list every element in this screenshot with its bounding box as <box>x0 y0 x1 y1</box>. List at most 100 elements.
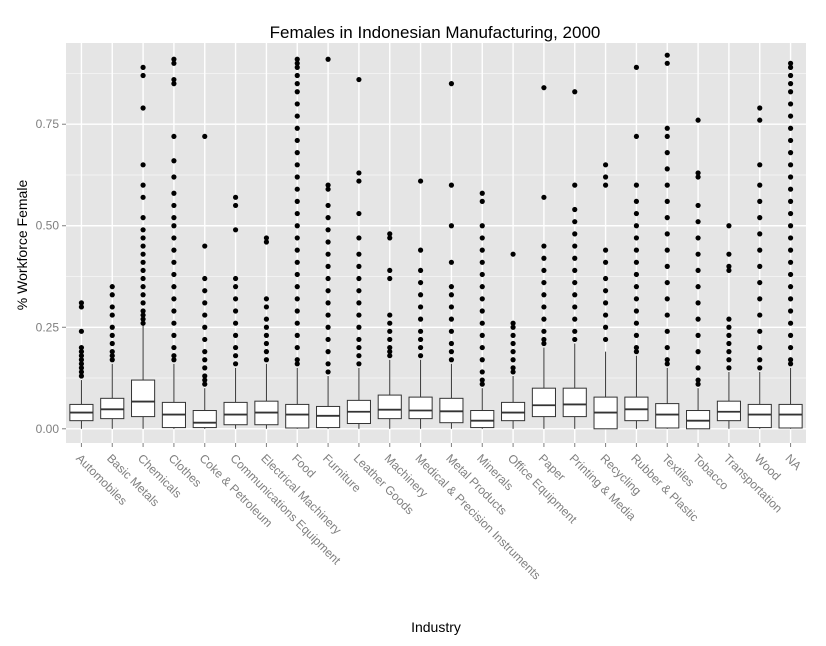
outlier-point <box>417 267 424 274</box>
outlier-point <box>448 357 455 363</box>
outlier-point <box>202 324 208 330</box>
outlier-point <box>356 210 362 217</box>
outlier-point <box>171 81 177 87</box>
outlier-point <box>448 340 455 347</box>
outlier-point <box>171 332 177 338</box>
outlier-point <box>263 349 270 355</box>
outlier-point <box>448 284 455 290</box>
outlier-point <box>294 64 300 70</box>
outlier-point <box>417 178 424 184</box>
outlier-point <box>294 81 300 87</box>
box <box>686 410 711 430</box>
outlier-point <box>78 357 85 363</box>
box <box>562 387 587 418</box>
outlier-point <box>633 198 640 204</box>
outlier-point <box>787 113 794 119</box>
outlier-point <box>202 377 208 383</box>
outlier-point <box>479 344 485 351</box>
outlier-point <box>171 174 177 180</box>
outlier-point <box>510 332 516 338</box>
outlier-point <box>695 251 701 257</box>
outlier-point <box>541 267 547 274</box>
outlier-point <box>356 178 362 184</box>
outlier-point <box>140 312 146 318</box>
outlier-point <box>417 353 424 359</box>
outlier-point <box>633 271 640 278</box>
outlier-point <box>572 336 578 343</box>
outlier-point <box>602 162 609 168</box>
outlier-point <box>633 235 640 241</box>
outlier-point <box>664 215 670 221</box>
outlier-point <box>479 284 485 290</box>
outlier-point <box>202 365 208 371</box>
outlier-point <box>325 369 331 375</box>
outlier-point <box>541 316 547 322</box>
outlier-point <box>695 316 701 322</box>
outlier-point <box>294 210 300 217</box>
outlier-point <box>294 259 300 265</box>
outlier-point <box>664 182 670 188</box>
boxplot-leather-goods <box>346 76 371 429</box>
outlier-point <box>140 259 146 265</box>
outlier-point <box>417 304 424 310</box>
outlier-point <box>325 336 331 343</box>
outlier-point <box>171 247 177 253</box>
outlier-point <box>572 292 578 298</box>
outlier-point <box>140 292 146 298</box>
box <box>377 394 402 420</box>
outlier-point <box>171 284 177 290</box>
box <box>747 403 772 429</box>
outlier-point <box>387 275 393 282</box>
outlier-point <box>325 300 331 306</box>
outlier-point <box>787 320 794 326</box>
outlier-point <box>757 162 763 168</box>
boxplot-communications-equipment <box>223 194 248 429</box>
box <box>531 387 556 418</box>
outlier-point <box>633 284 640 290</box>
outlier-point <box>171 357 177 363</box>
outlier-point <box>109 284 115 290</box>
outlier-point <box>171 223 177 229</box>
outlier-point <box>232 320 239 326</box>
outlier-point <box>787 357 794 363</box>
outlier-point <box>602 288 609 294</box>
outlier-point <box>757 198 763 204</box>
outlier-point <box>232 344 239 351</box>
outlier-point <box>78 369 85 375</box>
outlier-point <box>171 271 177 278</box>
outlier-point <box>140 316 146 322</box>
outlier-point <box>325 361 331 367</box>
outlier-point <box>294 56 300 62</box>
outlier-point <box>510 369 516 375</box>
box <box>501 401 526 422</box>
outlier-point <box>664 357 670 363</box>
outlier-point <box>294 320 300 326</box>
outlier-point <box>325 239 331 245</box>
outlier-point <box>633 247 640 253</box>
outlier-point <box>787 284 794 290</box>
outlier-point <box>202 243 208 249</box>
outlier-point <box>633 308 640 314</box>
outlier-point <box>325 215 331 221</box>
outlier-point <box>510 324 516 330</box>
outlier-point <box>572 255 578 261</box>
outlier-point <box>232 194 239 200</box>
box <box>655 403 680 429</box>
outlier-point <box>387 353 393 359</box>
outlier-point <box>294 271 300 278</box>
outlier-point <box>510 320 516 326</box>
outlier-point <box>171 133 177 140</box>
outlier-point <box>140 182 146 188</box>
outlier-point <box>232 202 239 209</box>
outlier-point <box>787 271 794 278</box>
outlier-point <box>572 316 578 322</box>
y-tick-label: 0.00 <box>36 422 60 436</box>
outlier-point <box>387 344 393 351</box>
outlier-point <box>140 251 146 257</box>
boxplot-transportation <box>716 223 741 429</box>
outlier-point <box>726 349 732 355</box>
outlier-point <box>664 52 670 58</box>
outlier-point <box>417 316 424 322</box>
outlier-point <box>294 137 300 144</box>
outlier-point <box>787 150 794 156</box>
